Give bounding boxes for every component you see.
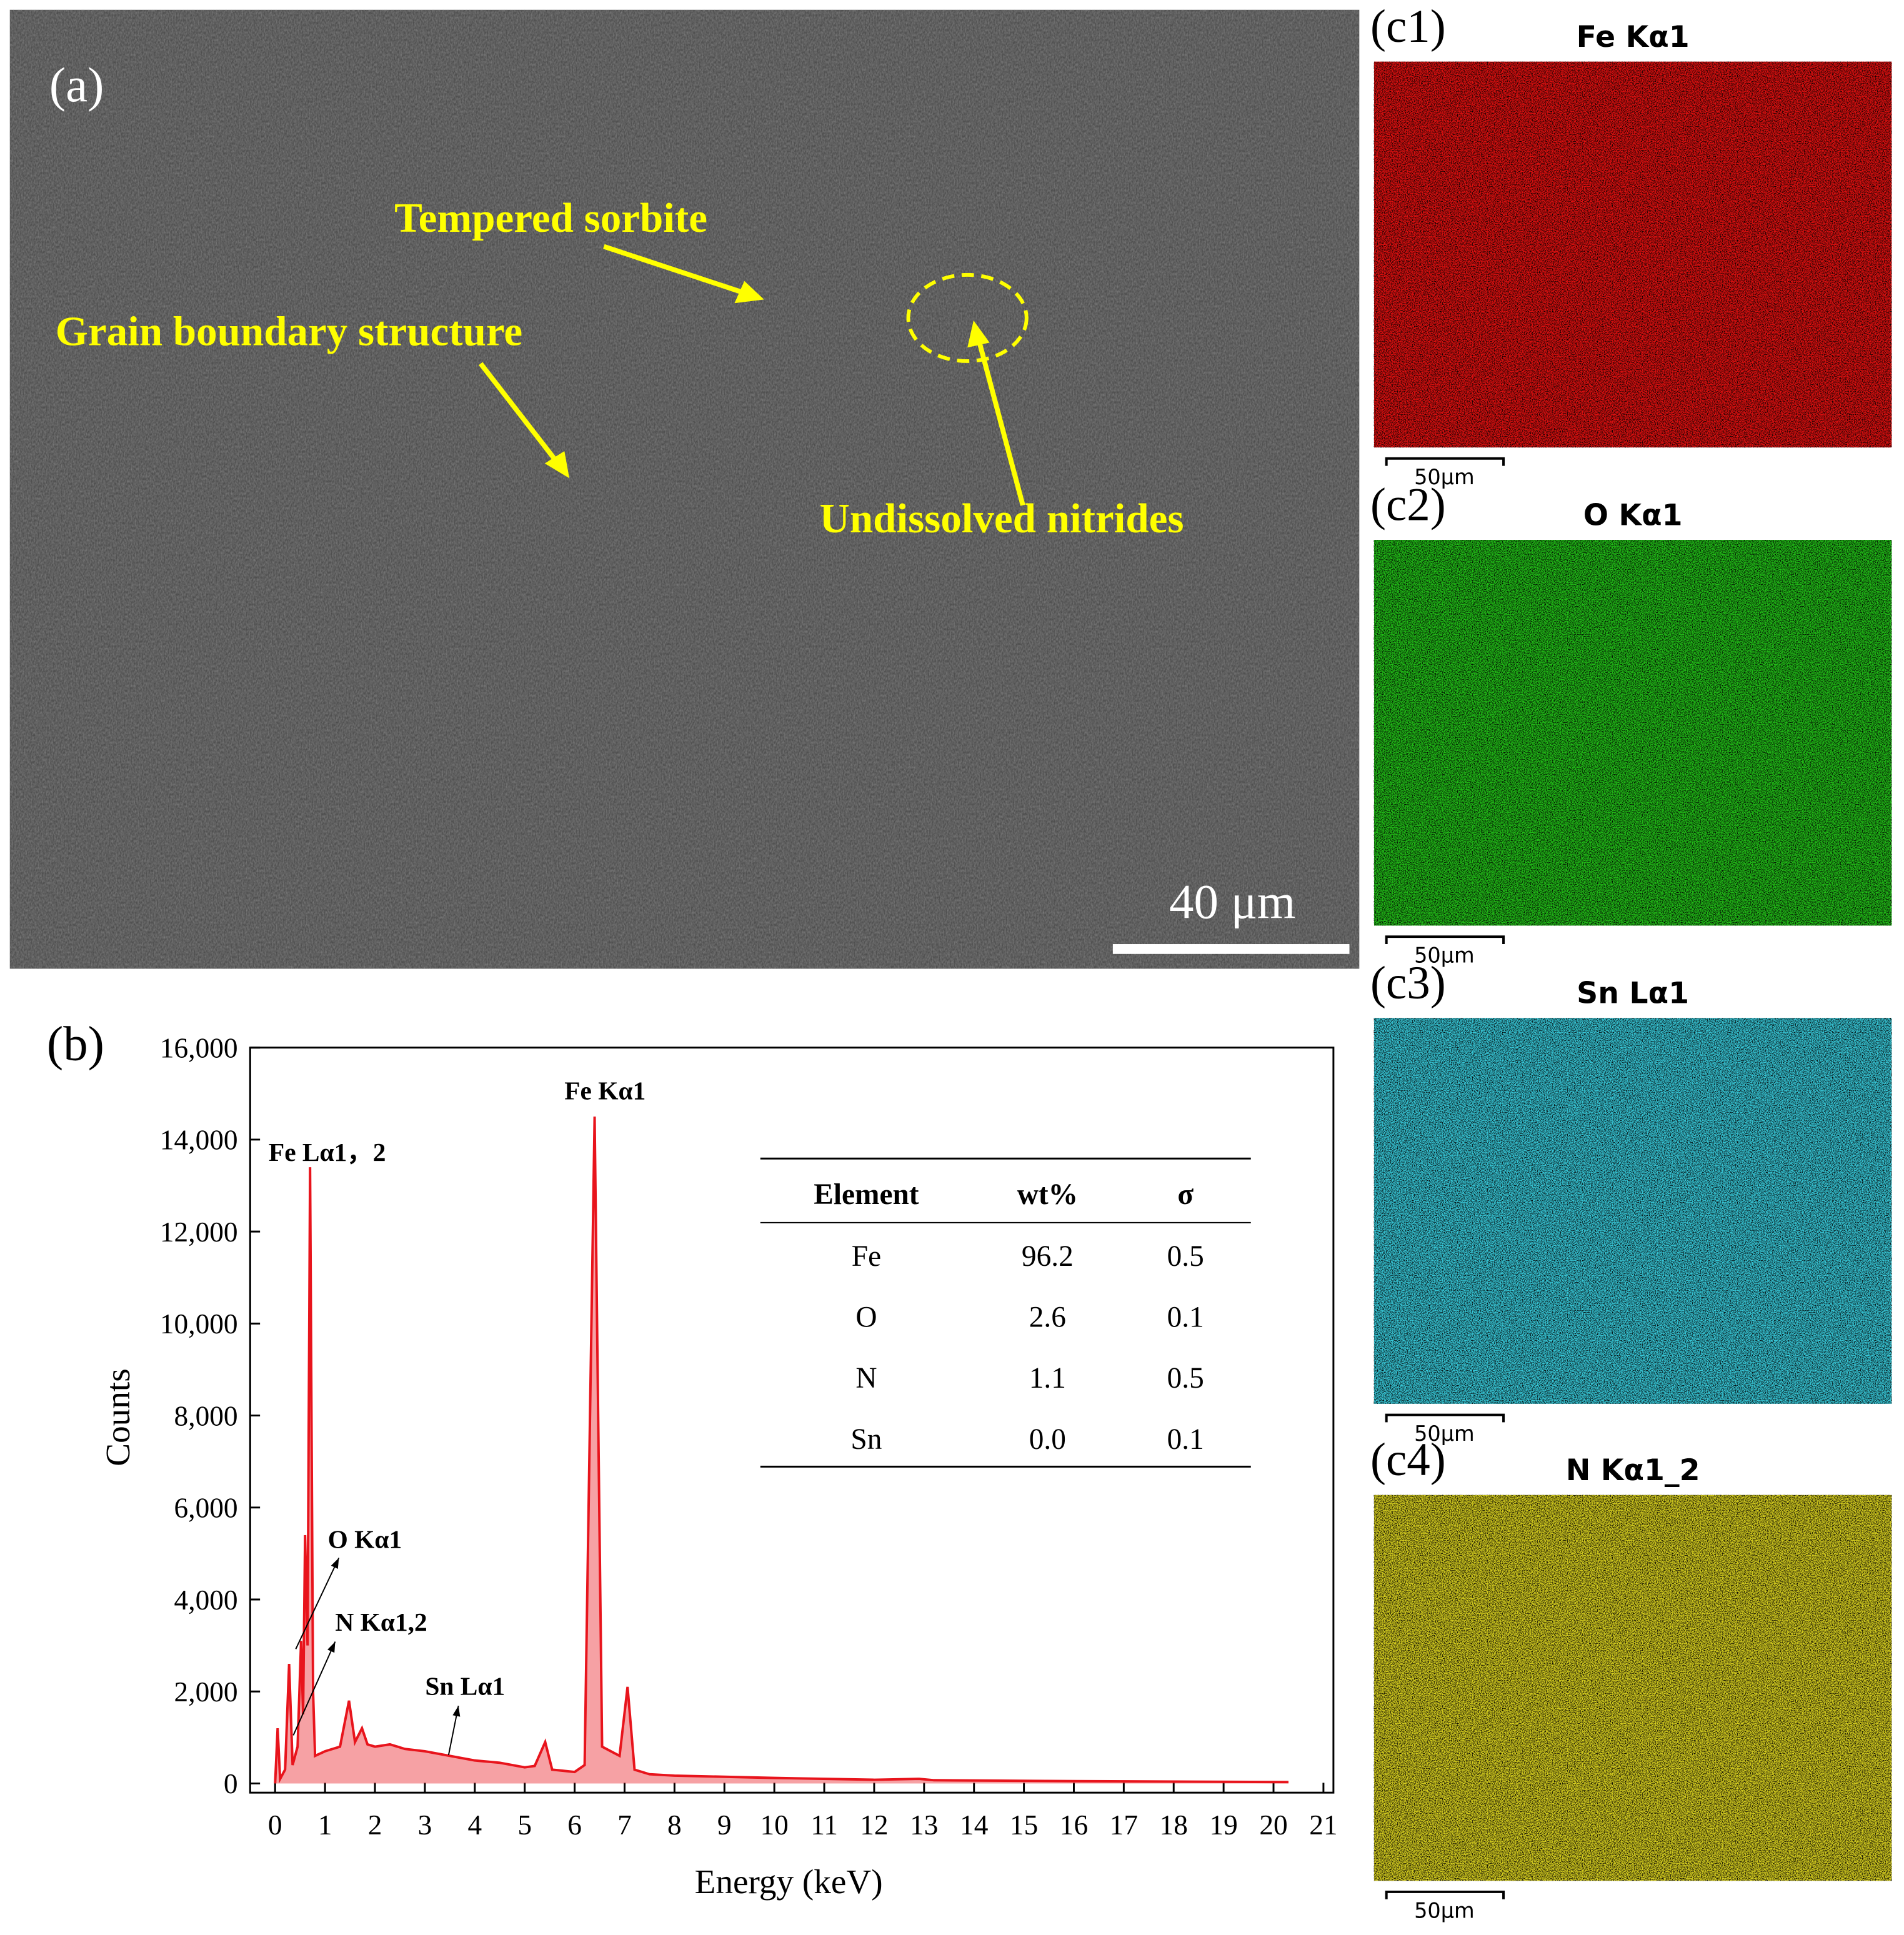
scale-bar-label: 50μm xyxy=(1414,1421,1475,1446)
annotation-arrow xyxy=(292,1641,336,1736)
y-tick-label: 6,000 xyxy=(174,1493,238,1524)
map-title: Fe Kα1 xyxy=(1577,20,1690,54)
x-tick-label: 9 xyxy=(717,1809,732,1841)
x-tick-label: 12 xyxy=(860,1809,888,1841)
x-tick-label: 13 xyxy=(910,1809,938,1841)
plot-frame xyxy=(249,1047,1335,1794)
x-tick-label: 3 xyxy=(418,1809,432,1841)
table-cell: 0.5 xyxy=(1167,1240,1204,1273)
x-tick-label: 20 xyxy=(1259,1809,1287,1841)
x-tick-label: 11 xyxy=(810,1809,838,1841)
scale-bar-label: 40 μm xyxy=(1169,875,1295,930)
scale-bar xyxy=(1385,935,1505,945)
x-tick-label: 21 xyxy=(1309,1809,1337,1841)
table-cell: N xyxy=(855,1362,877,1395)
x-tick-label: 8 xyxy=(667,1809,682,1841)
panel-label: (b) xyxy=(47,1017,104,1071)
table-cell: Fe xyxy=(852,1240,881,1273)
table-cell: O xyxy=(855,1301,877,1334)
scale-bar-label: 50μm xyxy=(1414,943,1475,968)
x-tick-label: 17 xyxy=(1110,1809,1138,1841)
scale-bar xyxy=(1385,1890,1505,1899)
x-tick-label: 2 xyxy=(368,1809,382,1841)
peak-label: Sn Lα1 xyxy=(425,1671,505,1700)
arrow-head xyxy=(544,450,570,479)
table-header: σ xyxy=(1177,1178,1194,1211)
map-title: O Kα1 xyxy=(1583,498,1683,532)
y-axis-label: Counts xyxy=(99,1368,137,1466)
peak-label: O Kα1 xyxy=(328,1525,402,1554)
arrow-head xyxy=(452,1706,461,1717)
panel-label: (a) xyxy=(49,58,104,112)
y-tick-label: 12,000 xyxy=(160,1216,238,1248)
panel-label: (c4) xyxy=(1370,1434,1446,1486)
x-tick-label: 18 xyxy=(1160,1809,1188,1841)
x-tick-label: 7 xyxy=(617,1809,632,1841)
scale-bar xyxy=(1112,944,1350,954)
map-title: Sn Lα1 xyxy=(1577,977,1689,1011)
annotation-arrow xyxy=(295,1557,340,1649)
map-speckle xyxy=(1373,540,1892,926)
map-title: N Kα1_2 xyxy=(1566,1453,1700,1488)
sem-annotations: Tempered sorbite Grain boundary structur… xyxy=(56,194,1184,542)
y-tick-label: 14,000 xyxy=(160,1125,238,1156)
panel-label: (c1) xyxy=(1370,1,1446,52)
x-tick-label: 5 xyxy=(517,1809,532,1841)
map-speckle xyxy=(1373,1495,1892,1881)
arrow xyxy=(976,338,1025,506)
arrow-head xyxy=(327,1641,336,1653)
y-tick-label: 4,000 xyxy=(174,1584,238,1616)
table-header: Element xyxy=(814,1178,919,1211)
x-tick-label: 14 xyxy=(960,1809,988,1841)
highlight-ellipse xyxy=(906,272,1029,363)
scale-bar-label: 50μm xyxy=(1414,465,1475,489)
y-tick-label: 16,000 xyxy=(160,1032,238,1063)
table-cell: 2.6 xyxy=(1029,1301,1066,1334)
arrow xyxy=(479,362,559,464)
sem-texture xyxy=(9,9,1360,969)
table-header: wt% xyxy=(1017,1178,1078,1211)
scale-bar xyxy=(1385,457,1505,466)
peak-label: Fe Kα1 xyxy=(564,1077,645,1105)
x-tick-label: 6 xyxy=(567,1809,582,1841)
arrow xyxy=(603,244,747,296)
spectrum-line xyxy=(274,1117,1288,1784)
annotation: Undissolved nitrides xyxy=(819,495,1184,542)
table-cell: 0.1 xyxy=(1167,1301,1204,1334)
table-cell: 96.2 xyxy=(1022,1240,1074,1273)
table-cell: 1.1 xyxy=(1029,1362,1066,1395)
map-speckle xyxy=(1373,1018,1892,1404)
x-tick-label: 4 xyxy=(467,1809,482,1841)
x-tick-label: 0 xyxy=(268,1809,282,1841)
scale-bar xyxy=(1385,1413,1505,1423)
x-tick-label: 15 xyxy=(1010,1809,1038,1841)
table-cell: Sn xyxy=(850,1423,882,1456)
arrow-head xyxy=(967,320,990,348)
table-cell: 0.0 xyxy=(1029,1423,1066,1456)
table-cell: 0.5 xyxy=(1167,1362,1204,1395)
panel-label: (c3) xyxy=(1370,957,1446,1009)
y-tick-label: 8,000 xyxy=(174,1400,238,1431)
annotation: Tempered sorbite xyxy=(394,194,707,241)
scale-bar-label: 50μm xyxy=(1414,1898,1475,1923)
annotation: Grain boundary structure xyxy=(56,307,522,354)
x-tick-label: 19 xyxy=(1209,1809,1237,1841)
peak-label: N Kα1,2 xyxy=(335,1608,427,1636)
table-cell: 0.1 xyxy=(1167,1423,1204,1456)
x-tick-label: 16 xyxy=(1060,1809,1088,1841)
x-axis-label: Energy (keV) xyxy=(695,1863,883,1901)
y-tick-label: 0 xyxy=(224,1768,238,1799)
x-tick-label: 1 xyxy=(318,1809,332,1841)
arrow-head xyxy=(331,1558,339,1569)
y-tick-label: 2,000 xyxy=(174,1676,238,1708)
y-tick-label: 10,000 xyxy=(160,1308,238,1340)
x-tick-label: 10 xyxy=(760,1809,788,1841)
peak-label: Fe Lα1，2 xyxy=(269,1138,386,1166)
map-speckle xyxy=(1373,61,1892,448)
panel-label: (c2) xyxy=(1370,479,1446,530)
